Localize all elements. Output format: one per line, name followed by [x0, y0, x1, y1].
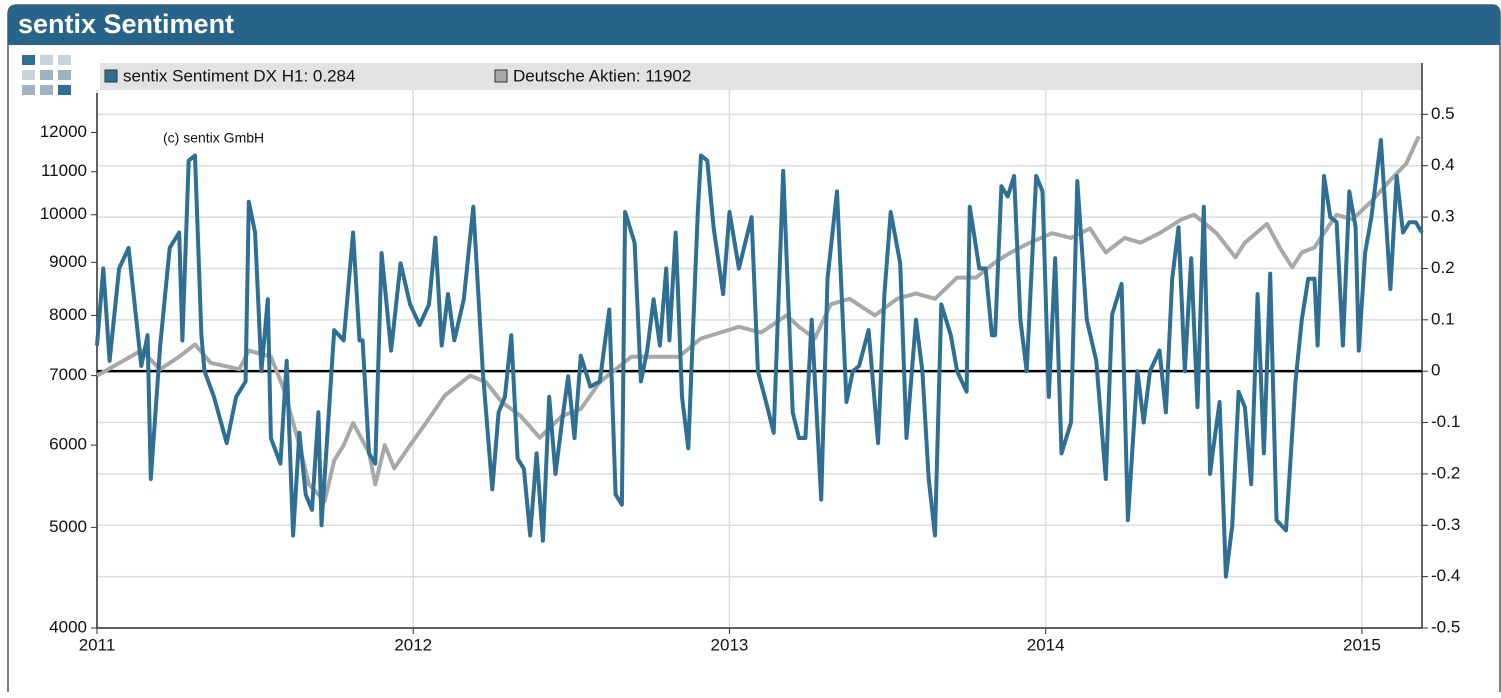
legend-label: sentix Sentiment DX H1: 0.284 — [123, 66, 355, 85]
x-tick-label: 2012 — [394, 635, 432, 654]
y2-tick-label: 0 — [1431, 361, 1440, 380]
y-tick-label: 6000 — [49, 435, 87, 454]
chart-title: sentix Sentiment — [18, 9, 234, 39]
annotation: (c) sentix GmbH — [163, 130, 264, 146]
x-tick-label: 2013 — [711, 635, 749, 654]
y2-tick-label: 0.4 — [1431, 155, 1455, 174]
series-line — [96, 135, 1421, 504]
legend-swatch — [494, 69, 508, 83]
y-tick-label: 5000 — [49, 517, 87, 536]
y2-tick-label: -0.1 — [1431, 412, 1460, 431]
y2-tick-label: 0.1 — [1431, 309, 1455, 328]
x-tick-label: 2014 — [1027, 635, 1065, 654]
y-tick-label: 9000 — [49, 252, 87, 271]
legend-swatch — [104, 69, 118, 83]
legend-label: Deutsche Aktien: 11902 — [513, 66, 691, 85]
header-bar — [8, 5, 1500, 45]
y2-tick-label: -0.4 — [1431, 566, 1460, 585]
y2-tick-label: -0.5 — [1431, 617, 1460, 636]
y2-tick-label: 0.3 — [1431, 207, 1455, 226]
y-tick-label: 12000 — [40, 122, 87, 141]
y2-tick-label: -0.2 — [1431, 463, 1460, 482]
x-tick-label: 2011 — [79, 635, 116, 654]
y-tick-label: 11000 — [41, 161, 87, 180]
y-tick-label: 8000 — [49, 305, 87, 324]
y2-tick-label: 0.5 — [1431, 104, 1455, 123]
frame — [7, 4, 1501, 692]
y-tick-label: 4000 — [49, 617, 87, 636]
x-tick-label: 2015 — [1343, 635, 1381, 654]
series-line — [95, 138, 1424, 579]
y-tick-label: 7000 — [49, 365, 87, 384]
y2-tick-label: 0.2 — [1431, 258, 1455, 277]
logo — [22, 55, 71, 95]
y-tick-label: 10000 — [40, 204, 87, 223]
legend-band — [100, 63, 1422, 90]
y2-tick-label: -0.3 — [1431, 515, 1460, 534]
